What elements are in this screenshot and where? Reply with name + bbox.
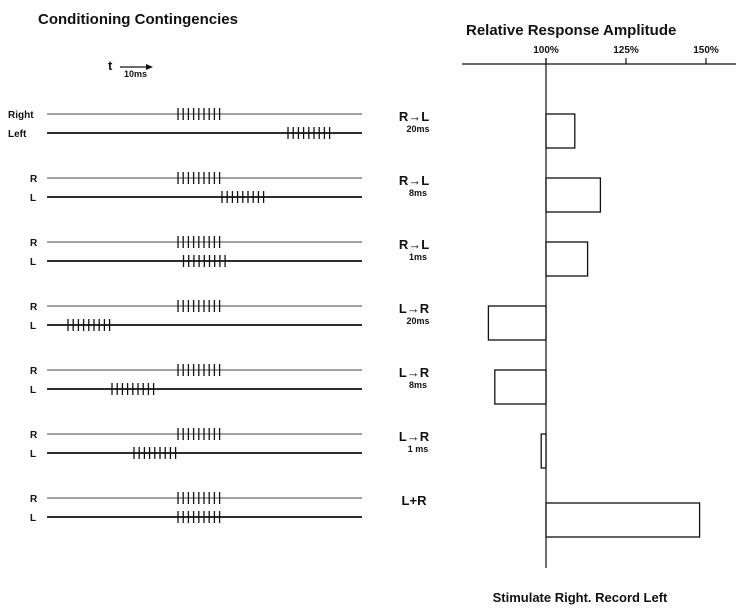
trace-label-bottom: L bbox=[30, 193, 36, 204]
bar bbox=[487, 305, 547, 341]
x-tick-label: 100% bbox=[533, 45, 559, 56]
trace-row: RL bbox=[30, 364, 362, 396]
condition-delay: 8ms bbox=[409, 380, 427, 390]
spike-burst bbox=[221, 191, 265, 203]
trace-label-top: R bbox=[30, 494, 38, 505]
bar bbox=[494, 369, 547, 405]
condition-label: R→L bbox=[399, 109, 429, 124]
trace-label-top: R bbox=[30, 174, 38, 185]
spike-burst bbox=[177, 492, 221, 504]
spike-burst bbox=[111, 383, 155, 395]
conditioning-title: Conditioning Contingencies bbox=[38, 11, 238, 28]
condition-delay: 20ms bbox=[406, 316, 429, 326]
trace-row: RL bbox=[30, 300, 362, 332]
bar bbox=[545, 177, 602, 213]
trace-label-top: R bbox=[30, 430, 38, 441]
bar bbox=[545, 113, 576, 149]
spike-burst bbox=[177, 364, 221, 376]
condition-delay: 1 ms bbox=[408, 444, 429, 454]
bar bbox=[545, 241, 589, 277]
condition-label: L→R bbox=[399, 429, 430, 444]
bar bbox=[540, 433, 547, 469]
spike-burst bbox=[177, 172, 221, 184]
spike-burst bbox=[133, 447, 177, 459]
bar bbox=[545, 502, 701, 538]
condition-delay: 20ms bbox=[406, 124, 429, 134]
spike-burst bbox=[287, 127, 331, 139]
spike-burst bbox=[177, 108, 221, 120]
spike-burst bbox=[177, 300, 221, 312]
bars bbox=[487, 113, 701, 538]
trace-label-bottom: L bbox=[30, 257, 36, 268]
condition-label: R→L bbox=[399, 173, 429, 188]
time-scale-label: 10ms bbox=[124, 69, 147, 79]
spike-burst bbox=[177, 428, 221, 440]
trace-label-top: R bbox=[30, 366, 38, 377]
condition-label: L→R bbox=[399, 301, 430, 316]
condition-label: R→L bbox=[399, 237, 429, 252]
time-symbol: t bbox=[108, 58, 113, 73]
spike-burst bbox=[67, 319, 111, 331]
spike-burst bbox=[177, 511, 221, 523]
x-tick-label: 125% bbox=[613, 45, 639, 56]
trace-row: RL bbox=[30, 428, 362, 460]
trace-label-bottom: L bbox=[30, 449, 36, 460]
condition-label: L→R bbox=[399, 365, 430, 380]
chart-title: Relative Response Amplitude bbox=[466, 22, 676, 39]
x-axis-label: Stimulate Right. Record Left bbox=[493, 590, 668, 605]
trace-label-top: R bbox=[30, 302, 38, 313]
trace-row: Right Left bbox=[8, 108, 362, 140]
x-tick-label: 150% bbox=[693, 45, 719, 56]
spike-burst bbox=[177, 236, 221, 248]
spike-burst bbox=[182, 255, 226, 267]
trace-label-bottom: Left bbox=[8, 129, 27, 140]
condition-delay: 8ms bbox=[409, 188, 427, 198]
condition-label: L+R bbox=[402, 493, 428, 508]
time-arrow bbox=[120, 64, 153, 70]
trace-row: RL bbox=[30, 492, 362, 524]
trace-row: RL bbox=[30, 236, 362, 268]
x-axis-ticks: 100% 125% 150% bbox=[533, 45, 719, 64]
trace-label-bottom: L bbox=[30, 513, 36, 524]
condition-delay: 1ms bbox=[409, 252, 427, 262]
trace-row: RL bbox=[30, 172, 362, 204]
trace-label-top: Right bbox=[8, 110, 34, 121]
trace-label-bottom: L bbox=[30, 321, 36, 332]
trace-label-top: R bbox=[30, 238, 38, 249]
trace-label-bottom: L bbox=[30, 385, 36, 396]
